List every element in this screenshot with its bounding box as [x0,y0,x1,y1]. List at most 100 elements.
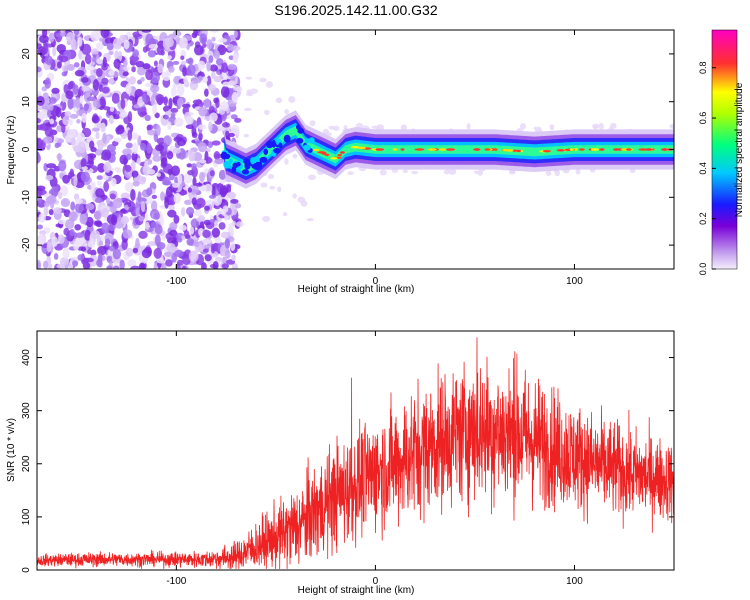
heatmap-cell [58,55,69,63]
heatmap-cell [59,257,70,266]
heatmap-cell [203,98,211,109]
x-tick-label: -100 [166,576,186,587]
heatmap-cell [211,36,216,42]
snr-x-ticks: -100 0 100 [166,331,583,587]
heatmap-cell [169,221,178,230]
heatmap-cell [545,170,552,176]
heatmap-cell [80,157,87,167]
heatmap-cell [231,220,237,226]
heatmap-blob [283,134,291,143]
heatmap-cell [477,169,483,176]
heatmap-cell [85,216,94,228]
heatmap-cell [211,186,216,198]
heatmap-cell [138,215,145,222]
y-tick-label: 100 [21,508,32,525]
heatmap-cell [208,194,217,199]
heatmap-cell [43,205,49,217]
heatmap-cell [186,238,195,246]
heatmap-cell [65,90,74,100]
heatmap-cell [400,124,408,131]
y-tick-label: 20 [21,48,32,60]
heatmap-cell [204,254,212,262]
heatmap-cell [53,207,62,214]
heatmap-cell [308,174,316,180]
heatmap-cell [139,111,148,116]
heatmap-cell [109,106,115,112]
heatmap-cell [172,147,182,154]
heatmap-cell [282,212,288,217]
heatmap-hotspot [330,157,338,160]
heatmap-cell [92,98,102,109]
heatmap-cell [152,155,161,162]
heatmap-cell [90,181,96,190]
heatmap-cell [62,247,70,260]
heatmap-cell [181,190,188,196]
heatmap-cell [141,30,152,33]
heatmap-cell [97,253,103,264]
heatmap-cell [96,58,103,65]
heatmap-cell [69,228,75,237]
heatmap-cell [122,229,133,239]
heatmap-cell [37,95,45,106]
heatmap-cell [170,165,181,176]
heatmap-cell [125,247,134,257]
heatmap-cell [598,122,604,130]
heatmap-hotspot [516,149,521,153]
heatmap-cell [114,50,120,61]
heatmap-cell [61,71,68,77]
heatmap-cell [56,263,65,269]
heatmap-cell [95,131,100,140]
heatmap-cell [163,96,168,106]
heatmap-cell [189,226,195,235]
heatmap-cell [94,197,103,204]
heatmap-cell [170,86,177,98]
heatmap-cell [217,194,223,205]
heatmap-blob [259,156,268,163]
heatmap-hotspot [638,148,647,151]
heatmap-cell [203,108,208,115]
heatmap-cell [218,38,228,43]
heatmap-cell [67,82,74,90]
heatmap-cell [152,86,157,98]
heatmap-cell [259,77,267,83]
heatmap-cell [37,106,43,111]
heatmap-cell [148,43,159,50]
heatmap-cell [37,151,41,163]
heatmap-cell [196,217,204,222]
heatmap-cell [101,77,109,85]
heatmap-cell [219,257,224,263]
heatmap-cell [187,187,192,193]
heatmap-cell [90,230,101,240]
heatmap-cell [146,187,153,196]
heatmap-cell [68,118,73,126]
snr-y-ticks: 0 100 200 300 400 [21,349,674,573]
heatmap-cell [150,95,155,106]
heatmap-cell [156,172,161,177]
heatmap-cell [167,200,174,206]
heatmap-cell [170,107,179,113]
heatmap-cell [108,114,114,125]
heatmap-cell [123,59,128,67]
heatmap-cell [125,83,132,95]
heatmap-cell [145,196,153,204]
heatmap-cell [224,130,230,140]
heatmap-cell [174,117,184,127]
heatmap-cell [188,150,196,162]
heatmap-cell [135,60,145,68]
heatmap-cell [112,38,122,50]
heatmap-cell [188,250,199,263]
heatmap-cell [105,197,111,205]
heatmap-cell [167,121,172,131]
heatmap-cell [110,214,118,226]
snr-x-axis-label: Height of straight line (km) [298,585,415,596]
heatmap-cell [132,49,139,58]
heatmap-blob [297,127,305,134]
heatmap-cell [224,250,231,259]
heatmap-cell [195,197,206,209]
heatmap-cell [191,163,197,170]
heatmap-cell [167,209,177,218]
heatmap-cell [79,213,88,225]
heatmap-cell [131,134,139,140]
heatmap-cell [210,30,219,33]
heatmap-cell [135,207,141,218]
